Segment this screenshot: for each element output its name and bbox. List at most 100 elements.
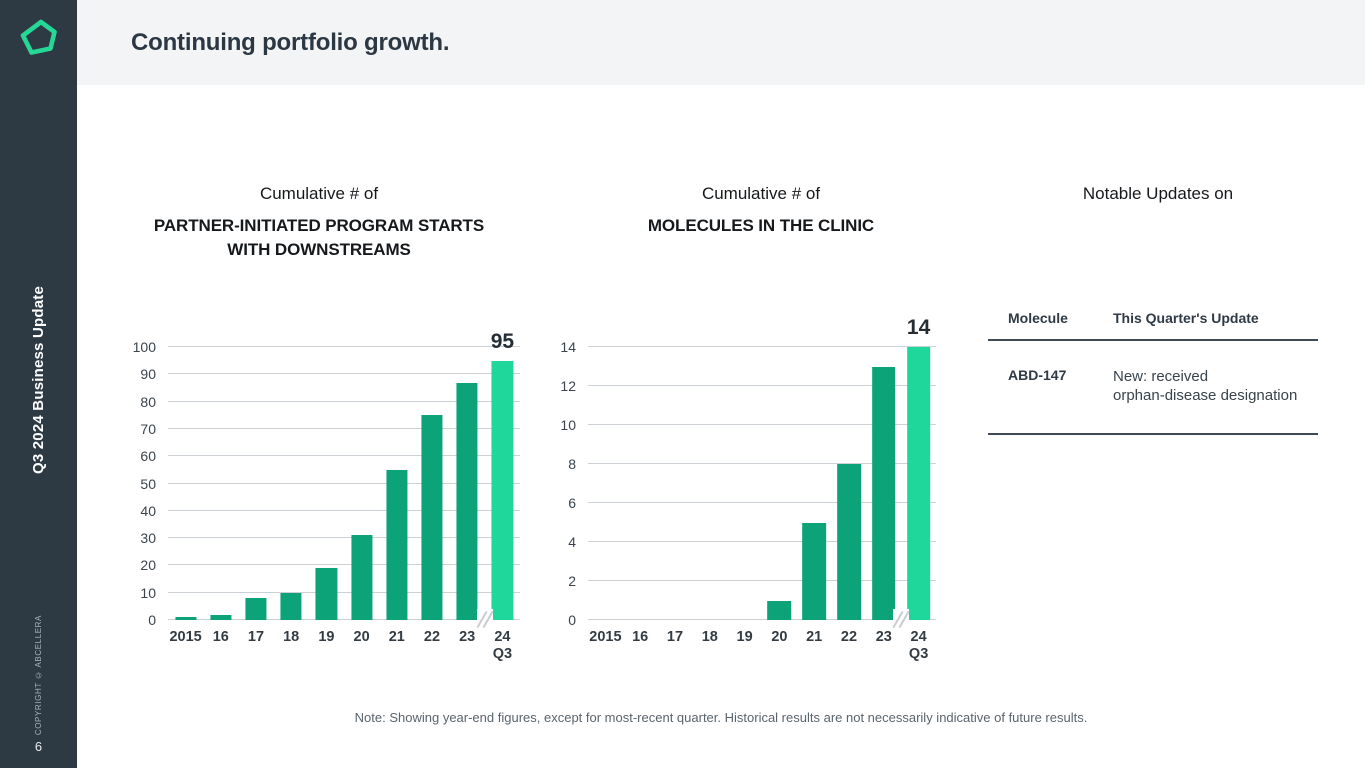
gridline (168, 537, 520, 539)
gridline (168, 346, 520, 347)
sidebar-vertical-title-wrap: Q3 2024 Business Update (0, 255, 77, 505)
x-axis-tick-label: 17 (247, 629, 265, 645)
bar-19 (315, 568, 337, 620)
column-header-molecule: Molecule (1008, 310, 1068, 326)
column-header-update: This Quarter's Update (1113, 310, 1259, 326)
gridline (168, 455, 520, 457)
chart2-title-prefix: Cumulative # of (701, 184, 821, 203)
gridline (168, 591, 520, 593)
gridline (588, 541, 936, 542)
x-axis-tick-label: 21 (806, 629, 823, 645)
sidebar-copyright: COPYRIGHT © ABCELLERA (34, 614, 43, 736)
y-axis-tick-label: 12 (560, 378, 576, 394)
bar-20 (767, 600, 792, 620)
header-bar: Continuing portfolio growth. (77, 0, 1365, 85)
y-axis-tick-label: 2 (568, 573, 576, 590)
y-axis-tick-label: 50 (140, 475, 156, 492)
slide-title: Continuing portfolio growth. (131, 28, 450, 56)
bar-23 (871, 366, 896, 620)
chart2-title: MOLECULES IN THE CLINIC (647, 216, 875, 235)
y-axis-tick-label: 100 (132, 339, 156, 355)
y-axis-tick-label: 0 (148, 612, 156, 628)
table-row: ABD-147 New: received orphan-disease des… (988, 341, 1318, 435)
y-axis-tick-label: 14 (560, 339, 576, 355)
x-axis-tick-label: 2015 (589, 629, 622, 645)
gridline (168, 619, 520, 620)
x-axis-tick-label: 23 (459, 629, 476, 645)
sidebar-copyright-wrap: COPYRIGHT © ABCELLERA (0, 615, 77, 735)
y-axis-tick-label: 10 (560, 417, 576, 433)
chart2-heading: Cumulative # of MOLECULES IN THE CLINIC (580, 182, 942, 238)
y-axis-tick-label: 60 (140, 448, 156, 465)
x-axis-tick-label: 18 (701, 629, 718, 645)
x-axis-tick-label: 24 Q3 (908, 629, 929, 662)
x-axis-tick-label: 20 (353, 629, 370, 645)
bar-23 (456, 382, 478, 620)
y-axis-tick-label: 0 (568, 612, 576, 628)
bar-22 (421, 415, 443, 620)
bar-16 (210, 614, 232, 620)
y-axis-tick-label: 80 (140, 393, 156, 410)
x-axis-tick-label: 23 (875, 629, 892, 645)
axis-break-mark (476, 609, 494, 630)
table-heading: Notable Updates on (993, 182, 1323, 206)
bar-24-Q3 (906, 347, 931, 620)
x-axis-tick-label: 21 (388, 629, 405, 645)
x-axis-tick-label: 20 (771, 629, 788, 645)
x-axis-tick-label: 19 (318, 629, 335, 645)
bar-18 (280, 592, 302, 620)
y-axis-tick-label: 90 (140, 366, 156, 383)
sidebar-vertical-title: Q3 2024 Business Update (30, 285, 47, 474)
bar-chart-molecules-in-clinic: 0 2 4 6 8 10 12 14 2015 16 17 18 19 20 21 22 23 24 Q3 14 (560, 316, 936, 662)
updates-table: Molecule This Quarter's Update ABD-147 N… (988, 310, 1318, 435)
gridline (168, 427, 520, 429)
bar-17 (245, 598, 267, 620)
x-axis-tick-label: 22 (423, 629, 441, 645)
molecule-name: ABD-147 (1008, 367, 1067, 383)
gridline (168, 400, 520, 402)
x-axis-tick-label: 22 (840, 629, 858, 645)
bar-20 (351, 535, 373, 620)
gridline (588, 424, 936, 425)
y-axis-tick-label: 40 (140, 502, 156, 519)
chart1-heading: Cumulative # of PARTNER-INITIATED PROGRA… (138, 182, 500, 262)
y-axis-tick-label: 70 (140, 420, 156, 437)
y-axis-tick-label: 4 (568, 534, 576, 551)
y-axis-tick-label: 20 (140, 557, 156, 574)
y-axis-tick-label: 8 (568, 456, 576, 473)
axis-break-mark (892, 609, 910, 630)
chart1-title-prefix: Cumulative # of (259, 184, 379, 203)
gridline (588, 619, 936, 620)
bar-chart-program-starts: 0 10 20 30 40 50 60 70 80 90 100 2015 16 17 18 19 20 21 22… (133, 330, 520, 662)
gridline (168, 564, 520, 566)
molecule-update: New: received orphan-disease designation (1113, 368, 1298, 404)
gridline (588, 385, 936, 386)
abcellera-logo-icon (20, 19, 57, 55)
x-axis-tick-label: 19 (736, 629, 753, 645)
bar-value-label: 95 (490, 329, 515, 353)
x-axis-tick-label: 2015 (169, 629, 202, 645)
gridline (168, 509, 520, 511)
gridline (588, 502, 936, 503)
x-axis-tick-label: 16 (212, 629, 229, 645)
bar-21 (802, 522, 827, 620)
gridline (588, 463, 936, 464)
gridline (168, 373, 520, 375)
footnote: Note: Showing year-end figures, except f… (354, 710, 1088, 725)
sidebar: Q3 2024 Business Update COPYRIGHT © ABCE… (0, 0, 77, 768)
bar-24-Q3 (491, 360, 513, 620)
table-title-prefix: Notable Updates on (1082, 184, 1234, 203)
gridline (168, 482, 520, 484)
gridline (588, 346, 936, 347)
x-axis-tick-label: 18 (283, 629, 300, 645)
x-axis-tick-label: 17 (666, 629, 684, 645)
y-axis-tick-label: 30 (140, 530, 156, 547)
bar-2015 (175, 617, 197, 620)
chart1-title: PARTNER-INITIATED PROGRAM STARTS WITH DO… (153, 216, 485, 259)
page-number: 6 (34, 739, 43, 754)
x-axis-tick-label: 16 (632, 629, 649, 645)
bar-value-label: 14 (906, 316, 931, 339)
x-axis-tick-label: 24 Q3 (492, 629, 513, 662)
y-axis-tick-label: 6 (568, 495, 576, 511)
